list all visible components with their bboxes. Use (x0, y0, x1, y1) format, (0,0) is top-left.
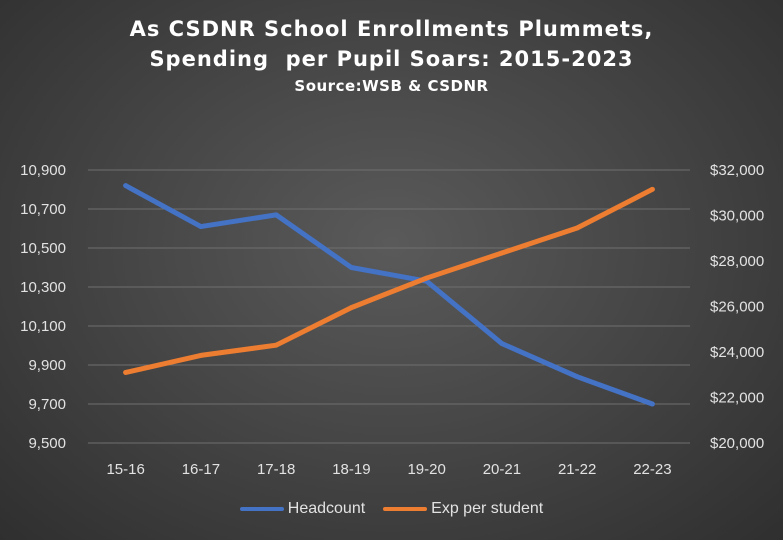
data-point-exp-per-student (348, 305, 354, 311)
legend: Headcount Exp per student (0, 500, 783, 518)
data-point-headcount (273, 212, 279, 218)
data-point-exp-per-student (273, 342, 279, 348)
series-layer (123, 183, 655, 407)
left-tick-label: 10,700 (20, 201, 66, 218)
left-tick-label: 10,500 (20, 240, 66, 257)
x-tick-label: 16-17 (182, 461, 220, 478)
data-point-exp-per-student (198, 353, 204, 358)
x-tick-label: 19-20 (407, 461, 445, 478)
legend-item-headcount[interactable]: Headcount (239, 500, 366, 518)
x-axis-ticks: 15-16 16-17 17-18 18-19 19-20 20-21 21-22 22-23 (106, 461, 671, 478)
right-tick-label: $30,000 (710, 208, 764, 225)
series-line-exp-per-student (123, 186, 655, 375)
left-axis-ticks: 10,900 10,700 10,500 10,300 10,100 9,900 9,700… (20, 162, 66, 452)
data-point-headcount (649, 401, 655, 407)
title-line-2: Spending per Pupil Soars: 2015-2023 (149, 47, 634, 71)
x-tick-label: 22-23 (633, 461, 671, 478)
right-tick-label: $28,000 (710, 253, 764, 270)
right-axis-ticks: $32,000 $30,000 $28,000 $26,000 $24,000 $22,0… (710, 162, 764, 452)
left-tick-label: 9,500 (28, 435, 66, 452)
right-tick-label: $20,000 (710, 435, 764, 452)
chart-title: As CSDNR School Enrollments Plummets, Sp… (0, 14, 783, 98)
data-point-exp-per-student (499, 250, 505, 256)
legend-swatch-exp-per-student (383, 507, 428, 511)
data-point-exp-per-student (123, 370, 129, 375)
legend-label-exp-per-student: Exp per student (431, 500, 544, 517)
gridlines (88, 169, 690, 444)
right-tick-label: $24,000 (710, 344, 764, 361)
x-tick-label: 18-19 (332, 461, 370, 478)
data-point-headcount (499, 341, 505, 346)
chart-subtitle: Source:WSB & CSDNR (294, 77, 489, 95)
right-tick-label: $22,000 (710, 390, 764, 407)
data-point-exp-per-student (574, 225, 580, 231)
x-tick-label: 15-16 (106, 461, 144, 478)
left-tick-label: 10,100 (20, 318, 66, 335)
right-tick-label: $32,000 (710, 162, 764, 179)
x-tick-label: 17-18 (257, 461, 295, 478)
title-line-1: As CSDNR School Enrollments Plummets, (129, 17, 654, 41)
data-point-headcount (574, 374, 580, 380)
legend-swatch-headcount (239, 507, 284, 511)
data-point-headcount (348, 265, 354, 270)
x-tick-label: 20-21 (483, 461, 521, 478)
left-tick-label: 10,900 (20, 162, 66, 179)
right-tick-label: $26,000 (710, 299, 764, 316)
legend-item-exp-per-student[interactable]: Exp per student (383, 500, 543, 518)
left-tick-label: 9,700 (28, 396, 66, 413)
data-point-exp-per-student (649, 186, 655, 192)
legend-label-headcount: Headcount (287, 500, 366, 517)
data-point-headcount (198, 224, 204, 229)
series-line-headcount (123, 183, 655, 407)
left-tick-label: 9,900 (28, 357, 66, 374)
x-tick-label: 21-22 (558, 461, 596, 478)
left-tick-label: 10,300 (20, 279, 66, 296)
data-point-exp-per-student (424, 275, 430, 281)
data-point-headcount (123, 183, 129, 189)
